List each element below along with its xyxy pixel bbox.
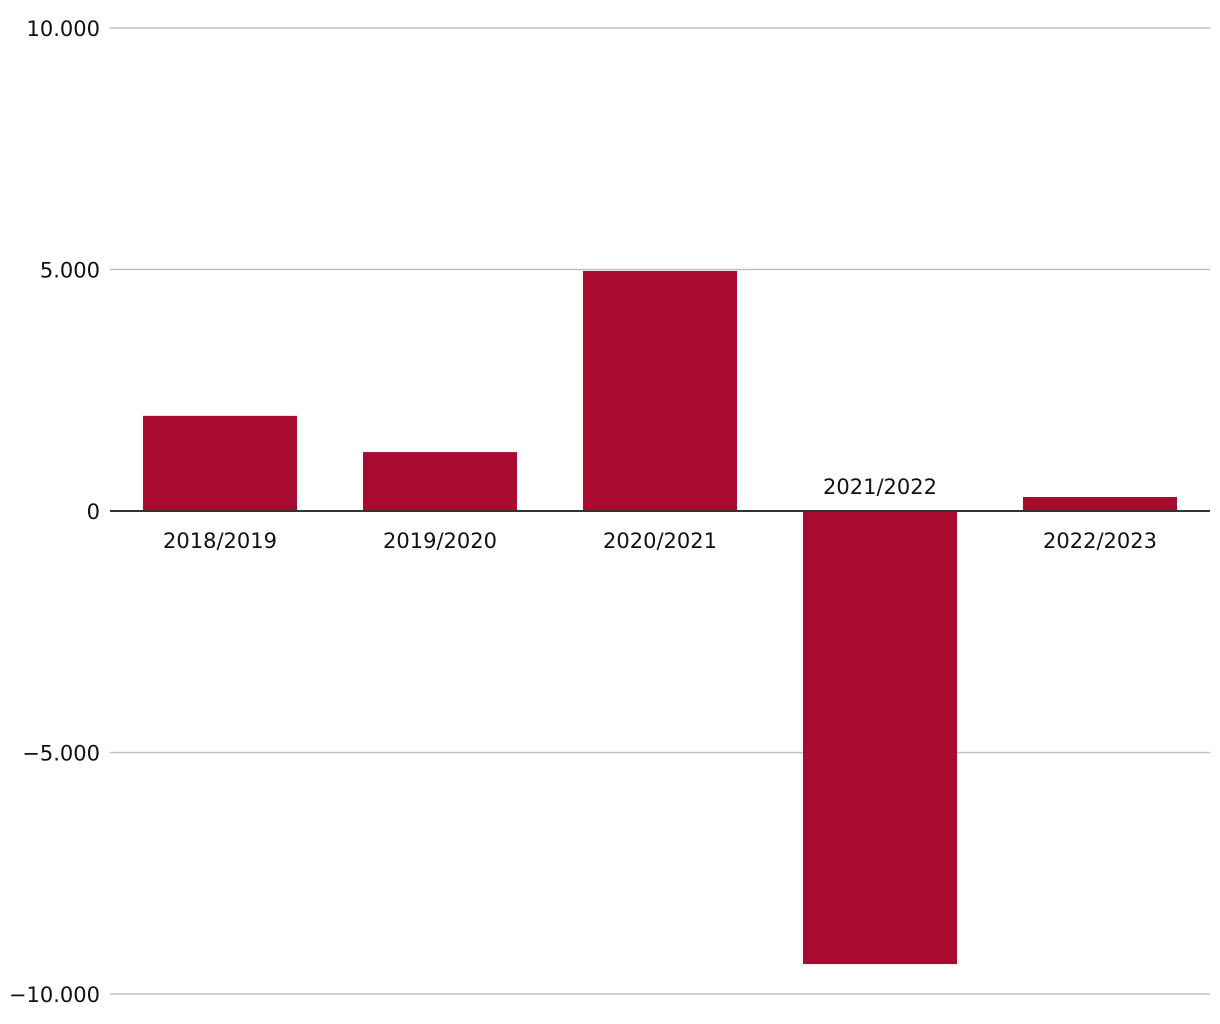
x-category-label: 2021/2022 [823,475,937,499]
y-tick-label: −10.000 [9,983,100,1007]
y-tick-label: 5.000 [40,259,100,283]
y-tick-label: 10.000 [27,17,100,41]
bar [1023,496,1177,511]
bar [143,415,297,511]
y-tick-label: −5.000 [22,742,100,766]
bar [803,511,957,965]
x-category-label: 2022/2023 [1043,529,1157,553]
x-category-label: 2019/2020 [383,529,497,553]
x-category-label: 2020/2021 [603,529,717,553]
bar [363,452,517,511]
y-tick-label: 0 [87,500,100,524]
x-category-label: 2018/2019 [163,529,277,553]
bar [583,270,737,511]
